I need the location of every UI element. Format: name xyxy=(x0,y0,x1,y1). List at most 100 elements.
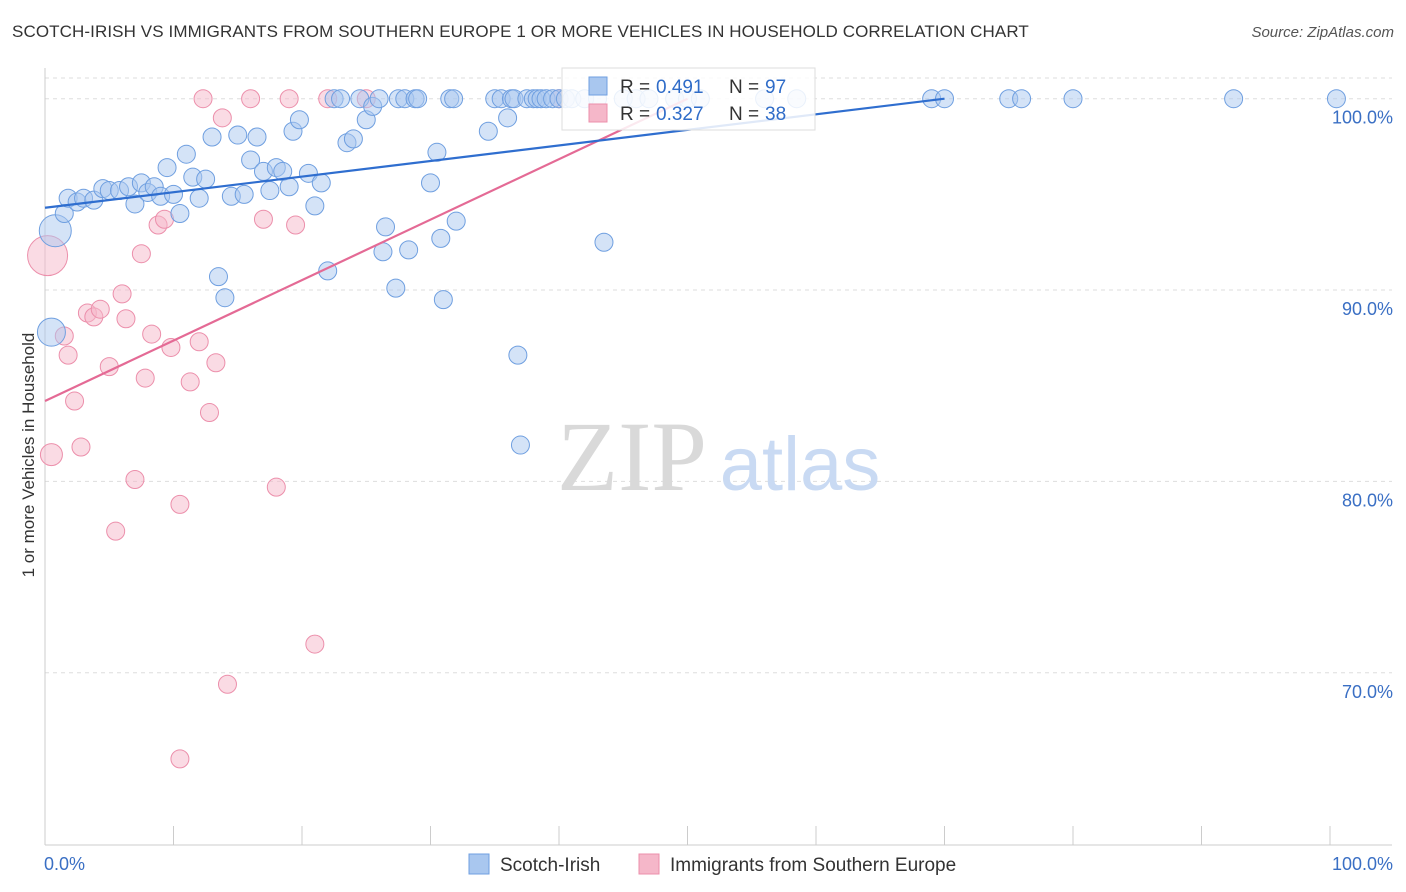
legend-n-label-2: N = xyxy=(729,104,759,125)
x-tick-label-min: 0.0% xyxy=(44,854,85,874)
scotch-irish-point xyxy=(1012,89,1032,109)
immigrants-point xyxy=(112,284,132,304)
scotch-irish-point xyxy=(594,232,614,252)
trend-line-immigrants xyxy=(44,97,688,403)
immigrants-point xyxy=(65,391,85,411)
trend-lines xyxy=(44,97,945,403)
immigrants-point xyxy=(135,368,155,388)
scotch-irish-point xyxy=(305,196,325,216)
scotch-irish-point xyxy=(431,228,451,248)
immigrants-point xyxy=(206,353,226,373)
tick-labels: 70.0% 80.0% 90.0% 100.0% 0.0% 100.0% xyxy=(44,108,1393,874)
immigrants-point xyxy=(39,443,63,467)
immigrants-point xyxy=(189,332,209,352)
immigrants-point xyxy=(142,324,162,344)
scotch-irish-point xyxy=(446,211,466,231)
scotch-irish-point xyxy=(176,144,196,164)
immigrants-point xyxy=(71,437,91,457)
watermark: ZIP atlas xyxy=(557,401,880,512)
y-tick-label: 90.0% xyxy=(1342,299,1393,319)
legend-swatch-pink xyxy=(588,103,608,123)
x-tick-label-max: 100.0% xyxy=(1332,854,1393,874)
legend-r-value-2: 0.327 xyxy=(656,104,704,125)
scotch-irish-point xyxy=(1063,89,1083,109)
watermark-atlas: atlas xyxy=(720,422,881,507)
immigrants-point xyxy=(106,521,126,541)
bottom-legend: Scotch-Irish Immigrants from Southern Eu… xyxy=(468,853,956,876)
bottom-legend-label-2: Immigrants from Southern Europe xyxy=(670,855,956,876)
legend-r-label-2: R = xyxy=(620,104,650,125)
chart-title: SCOTCH-IRISH VS IMMIGRANTS FROM SOUTHERN… xyxy=(12,22,1029,41)
scotch-irish-point xyxy=(408,89,428,109)
scotch-irish-point xyxy=(241,150,261,170)
immigrants-point xyxy=(125,470,145,490)
scotch-irish-point xyxy=(421,173,440,193)
y-tick-label: 100.0% xyxy=(1332,108,1393,128)
scotch-irish-point xyxy=(157,158,177,178)
legend-r-value-1: 0.491 xyxy=(656,77,704,98)
scotch-irish-point xyxy=(234,184,254,204)
bottom-legend-swatch-blue xyxy=(468,853,490,875)
scotch-irish-point xyxy=(1224,89,1244,109)
scotch-irish-point xyxy=(444,89,464,109)
immigrants-point xyxy=(116,309,136,329)
series-scotch-irish-points xyxy=(36,89,1346,455)
immigrants-point xyxy=(199,403,219,423)
scotch-irish-point xyxy=(279,177,299,197)
source-label: Source: ZipAtlas.com xyxy=(1251,24,1394,41)
y-axis-label: 1 or more Vehicles in Household xyxy=(19,333,38,578)
scotch-irish-point xyxy=(196,169,216,189)
scotch-irish-point xyxy=(260,181,280,201)
scotch-irish-point xyxy=(215,288,235,308)
axes xyxy=(44,68,1392,846)
scotch-irish-point xyxy=(498,108,518,128)
y-tick-label: 80.0% xyxy=(1342,490,1393,510)
scotch-irish-point xyxy=(208,267,228,287)
immigrants-point xyxy=(305,634,325,654)
scotch-irish-point xyxy=(478,121,498,141)
scotch-irish-point xyxy=(343,129,363,149)
immigrants-point xyxy=(212,108,232,128)
immigrants-point xyxy=(193,89,213,109)
bottom-legend-label-1: Scotch-Irish xyxy=(500,855,600,876)
scotch-irish-point xyxy=(386,278,406,298)
scotch-irish-point xyxy=(510,435,530,455)
scotch-irish-point xyxy=(202,127,222,147)
scotch-irish-point xyxy=(189,188,209,208)
immigrants-point xyxy=(286,215,306,235)
scotch-irish-point xyxy=(289,110,309,130)
immigrants-point xyxy=(58,345,78,365)
bottom-legend-swatch-pink xyxy=(638,853,660,875)
immigrants-point xyxy=(217,674,237,694)
legend-n-value-2: 38 xyxy=(765,104,786,125)
scotch-irish-point xyxy=(228,125,248,145)
scotch-irish-point xyxy=(1326,89,1346,109)
immigrants-point xyxy=(279,89,299,109)
immigrants-point xyxy=(131,244,151,264)
scotch-irish-point xyxy=(369,89,389,109)
scotch-irish-point xyxy=(311,173,331,193)
scotch-irish-point xyxy=(331,89,351,109)
immigrants-point xyxy=(180,372,200,392)
y-tick-label: 70.0% xyxy=(1342,682,1393,702)
legend-r-label-1: R = xyxy=(620,77,650,98)
immigrants-point xyxy=(90,299,110,319)
scotch-irish-point xyxy=(298,163,318,183)
legend-swatch-blue xyxy=(588,76,608,96)
immigrants-point xyxy=(170,494,190,514)
scotch-irish-point xyxy=(433,290,453,310)
legend-n-label-1: N = xyxy=(729,77,759,98)
immigrants-point xyxy=(253,209,273,229)
legend-box: R = 0.491 N = 97 R = 0.327 N = 38 xyxy=(561,67,816,131)
scotch-irish-point xyxy=(247,127,267,147)
scotch-irish-point xyxy=(508,345,528,365)
scotch-irish-point xyxy=(376,217,396,237)
scotch-irish-point xyxy=(125,194,145,214)
scotch-irish-point xyxy=(399,240,419,260)
scotch-irish-point xyxy=(170,204,190,224)
immigrants-point xyxy=(266,477,286,497)
legend-n-value-1: 97 xyxy=(765,77,786,98)
immigrants-point xyxy=(170,749,190,769)
watermark-zip: ZIP xyxy=(557,401,707,512)
